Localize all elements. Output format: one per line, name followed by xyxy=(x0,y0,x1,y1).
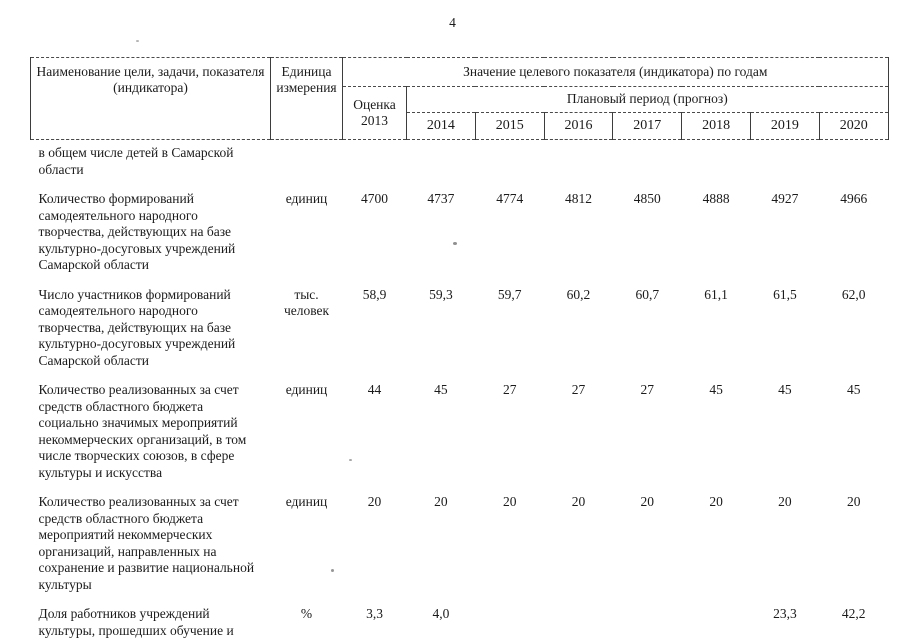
indicator-value-cell xyxy=(819,140,888,180)
indicator-value-cell: 20 xyxy=(778,494,792,509)
indicator-value-cell: 4774 xyxy=(496,191,524,206)
indicator-value-cell: 45 xyxy=(846,382,861,397)
indicator-row: Количество формирований самодеятельного … xyxy=(31,179,889,275)
indicator-value-cell: 45 xyxy=(434,382,448,397)
indicator-value-cell: 20 xyxy=(846,494,861,509)
indicator-value-cell: 61,5 xyxy=(773,286,797,302)
scan-speck xyxy=(331,569,334,572)
indicator-value-cell xyxy=(613,594,682,640)
header-indicator-name: Наименование цели, задачи, показателя (и… xyxy=(30,57,271,140)
indicator-unit-cell xyxy=(271,140,343,180)
header-year-2020: 2020 xyxy=(818,112,889,140)
indicator-value-cell: 62,0 xyxy=(841,286,866,302)
indicator-row: в общем числе детей в Самарской области xyxy=(31,140,889,180)
indicator-row: Количество реализованных за счет средств… xyxy=(31,370,889,482)
indicator-row: Доля работников учреждений культуры, про… xyxy=(31,594,889,640)
indicator-value-cell: 61,1 xyxy=(704,286,728,302)
indicator-unit-cell: % xyxy=(300,606,313,621)
table-body: в общем числе детей в Самарской области … xyxy=(31,140,889,640)
indicator-value-cell xyxy=(750,140,819,180)
page-number: 4 xyxy=(449,15,456,30)
scan-speck xyxy=(349,459,352,461)
indicator-row: Количество реализованных за счет средств… xyxy=(31,482,889,594)
indicator-value-cell: 59,7 xyxy=(497,286,522,302)
indicator-name-cell: Число участников формирований самодеятел… xyxy=(38,286,236,368)
indicator-value-cell: 59,3 xyxy=(429,286,453,302)
indicators-table: Наименование цели, задачи, показателя (и… xyxy=(30,57,889,640)
indicator-value-cell: 4888 xyxy=(702,191,730,206)
indicator-value-cell: 4966 xyxy=(840,191,868,206)
indicator-unit-cell: единиц xyxy=(285,494,328,509)
header-plan-period: Плановый период (прогноз) xyxy=(406,86,889,113)
indicator-value-cell: 20 xyxy=(709,494,723,509)
header-unit-of-measure: Единица измерения xyxy=(270,57,343,140)
header-estimate-2013: Оценка 2013 xyxy=(342,86,407,140)
indicator-unit-cell: единиц xyxy=(285,382,328,397)
indicator-name-cell: Доля работников учреждений культуры, про… xyxy=(38,606,234,638)
header-year-2017: 2017 xyxy=(612,112,683,140)
scan-speck xyxy=(453,242,457,245)
indicator-value-cell xyxy=(682,594,751,640)
table-header: Наименование цели, задачи, показателя (и… xyxy=(30,57,889,140)
indicator-value-cell: 44 xyxy=(367,382,382,397)
indicator-value-cell xyxy=(343,140,407,180)
header-year-2016: 2016 xyxy=(543,112,614,140)
indicator-value-cell: 20 xyxy=(571,494,586,509)
indicator-value-cell: 27 xyxy=(640,382,655,397)
indicator-value-cell xyxy=(613,140,682,180)
indicator-value-cell: 20 xyxy=(502,494,517,509)
indicator-name-cell: в общем числе детей в Самарской области xyxy=(38,145,234,177)
header-values-by-year: Значение целевого показателя (индикатора… xyxy=(342,57,889,87)
indicator-value-cell: 4737 xyxy=(427,191,455,206)
header-year-2019: 2019 xyxy=(749,112,820,140)
indicator-row: Число участников формирований самодеятел… xyxy=(31,275,889,371)
indicator-value-cell xyxy=(475,594,544,640)
header-year-2015: 2015 xyxy=(474,112,545,140)
indicator-value-cell xyxy=(544,140,613,180)
indicator-value-cell: 4700 xyxy=(361,191,388,206)
indicator-value-cell: 42,2 xyxy=(841,606,866,621)
indicator-value-cell: 45 xyxy=(778,382,792,397)
indicator-value-cell: 60,7 xyxy=(635,286,660,302)
indicator-value-cell xyxy=(682,140,751,180)
indicator-value-cell: 45 xyxy=(709,382,723,397)
scan-speck xyxy=(136,40,139,42)
indicator-value-cell: 58,9 xyxy=(362,286,387,302)
header-year-2014: 2014 xyxy=(406,112,476,140)
indicator-value-cell: 20 xyxy=(640,494,655,509)
indicator-value-cell: 20 xyxy=(367,494,382,509)
indicator-unit-cell: единиц xyxy=(285,191,328,206)
indicator-name-cell: Количество формирований самодеятельного … xyxy=(38,191,236,272)
indicator-value-cell: 4927 xyxy=(771,191,799,206)
indicator-value-cell: 27 xyxy=(502,382,517,397)
header-year-2018: 2018 xyxy=(681,112,751,140)
indicator-value-cell: 4850 xyxy=(633,191,661,206)
indicator-value-cell: 27 xyxy=(571,382,586,397)
indicator-value-cell xyxy=(407,140,476,180)
indicator-value-cell: 20 xyxy=(434,494,448,509)
indicator-value-cell: 23,3 xyxy=(773,606,797,621)
indicator-value-cell xyxy=(544,594,613,640)
indicator-name-cell: Количество реализованных за счет средств… xyxy=(38,494,255,592)
indicator-value-cell: 4,0 xyxy=(432,606,450,621)
indicator-value-cell: 60,2 xyxy=(566,286,591,302)
indicator-value-cell: 4812 xyxy=(564,191,592,206)
indicator-name-cell: Количество реализованных за счет средств… xyxy=(38,382,247,480)
indicator-value-cell: 3,3 xyxy=(366,606,383,621)
indicator-value-cell xyxy=(475,140,544,180)
indicator-unit-cell: тыс. человек xyxy=(283,286,330,319)
